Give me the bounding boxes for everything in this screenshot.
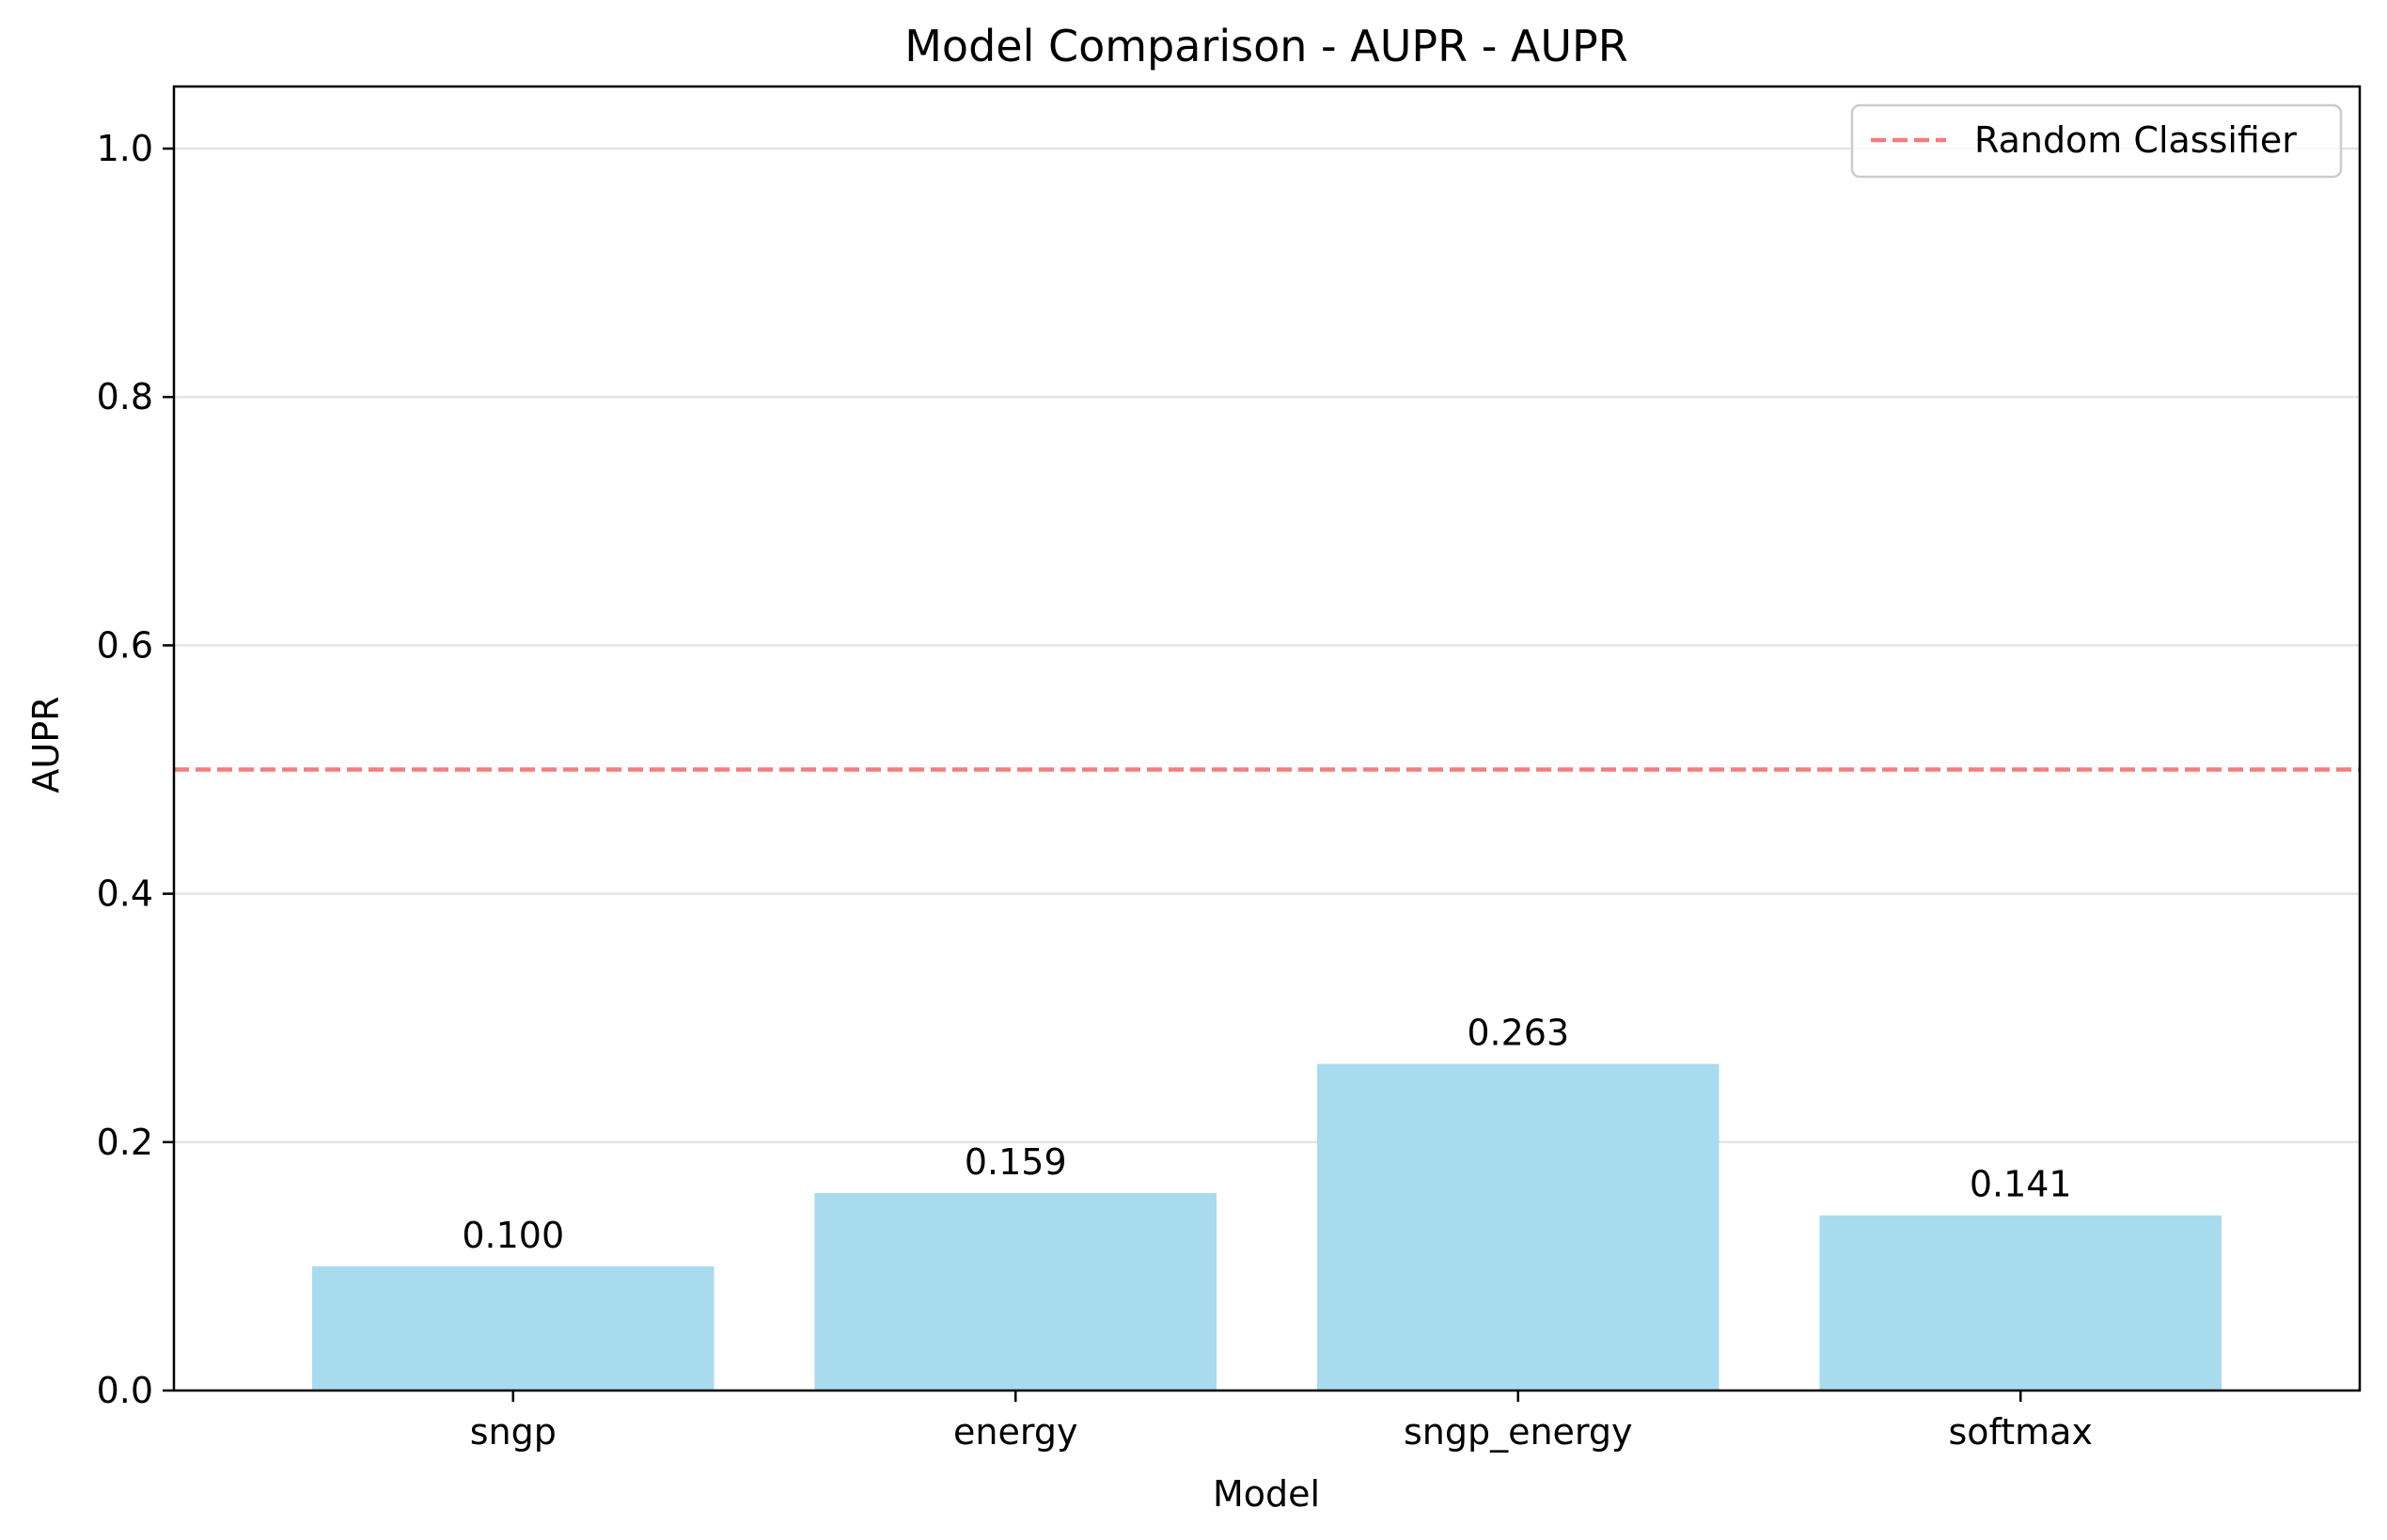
y-tick-label: 0.8: [97, 376, 153, 417]
x-axis-label: Model: [1213, 1473, 1320, 1515]
bar-value-label-energy: 0.159: [965, 1141, 1067, 1183]
x-tick-label-sngp: sngp: [470, 1411, 557, 1453]
bar-sngp_energy: [1316, 1063, 1720, 1391]
bars: [311, 1063, 2222, 1391]
bar-energy: [814, 1192, 1217, 1391]
y-tick-label: 0.2: [97, 1122, 153, 1163]
x-tick-label-sngp_energy: sngp_energy: [1404, 1411, 1633, 1453]
plot-frame: [172, 85, 2362, 1392]
y-tick-label: 0.0: [97, 1370, 153, 1411]
legend-label-random-classifier: Random Classifier: [1974, 119, 2297, 161]
bar-value-label-sngp: 0.100: [462, 1215, 564, 1256]
bar-softmax: [1819, 1215, 2222, 1391]
y-tick-label: 0.4: [97, 873, 153, 915]
legend-box: [1850, 103, 2343, 179]
bar-value-labels: 0.100 0.159 0.263 0.141: [462, 1013, 2071, 1256]
y-tick-label: 0.6: [97, 624, 153, 666]
y-tick-label: 1.0: [97, 128, 153, 169]
bar-sngp: [311, 1265, 715, 1391]
x-tick-label-softmax: softmax: [1948, 1411, 2092, 1453]
chart-title: Model Comparison - AUPR - AUPR: [904, 21, 1628, 71]
bar-value-label-sngp_energy: 0.263: [1467, 1013, 1569, 1054]
x-axis-ticks: sngp energy sngp_energy softmax: [470, 1391, 2093, 1453]
y-axis-label: AUPR: [25, 696, 67, 793]
legend: Random Classifier: [1850, 103, 2343, 179]
bar-value-label-softmax: 0.141: [1970, 1164, 2072, 1205]
y-axis-ticks: 0.0 0.2 0.4 0.6 0.8 1.0: [97, 128, 174, 1411]
x-tick-label-energy: energy: [953, 1411, 1077, 1453]
